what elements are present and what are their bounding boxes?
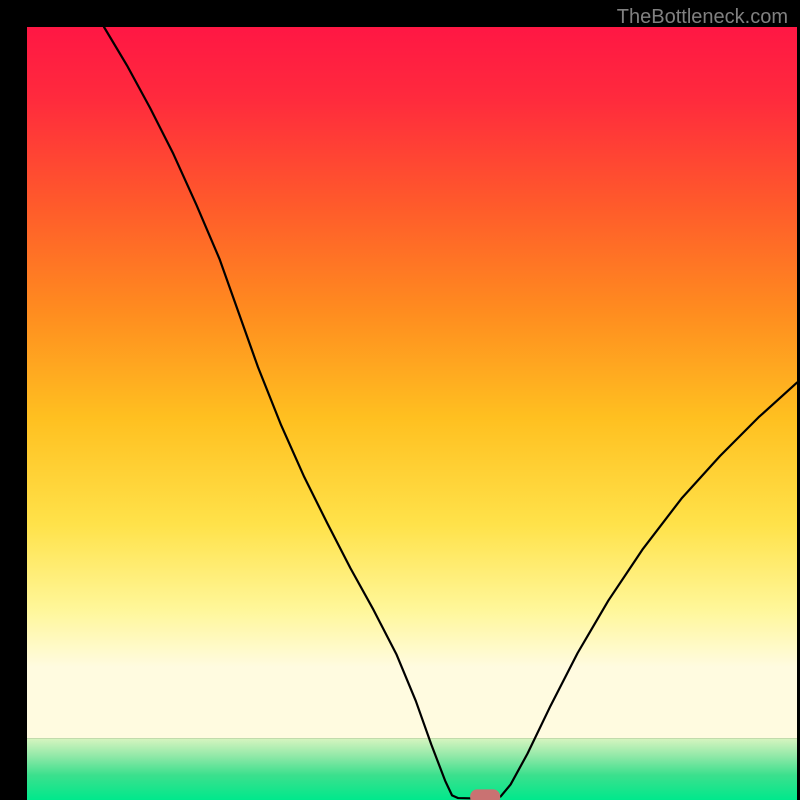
chart-gradient-bg <box>27 27 797 738</box>
chart-green-band <box>27 738 797 800</box>
optimum-marker <box>470 789 500 800</box>
attribution-text: TheBottleneck.com <box>617 6 788 29</box>
bottleneck-line-chart <box>0 0 800 800</box>
chart-container: TheBottleneck.com <box>0 0 800 800</box>
